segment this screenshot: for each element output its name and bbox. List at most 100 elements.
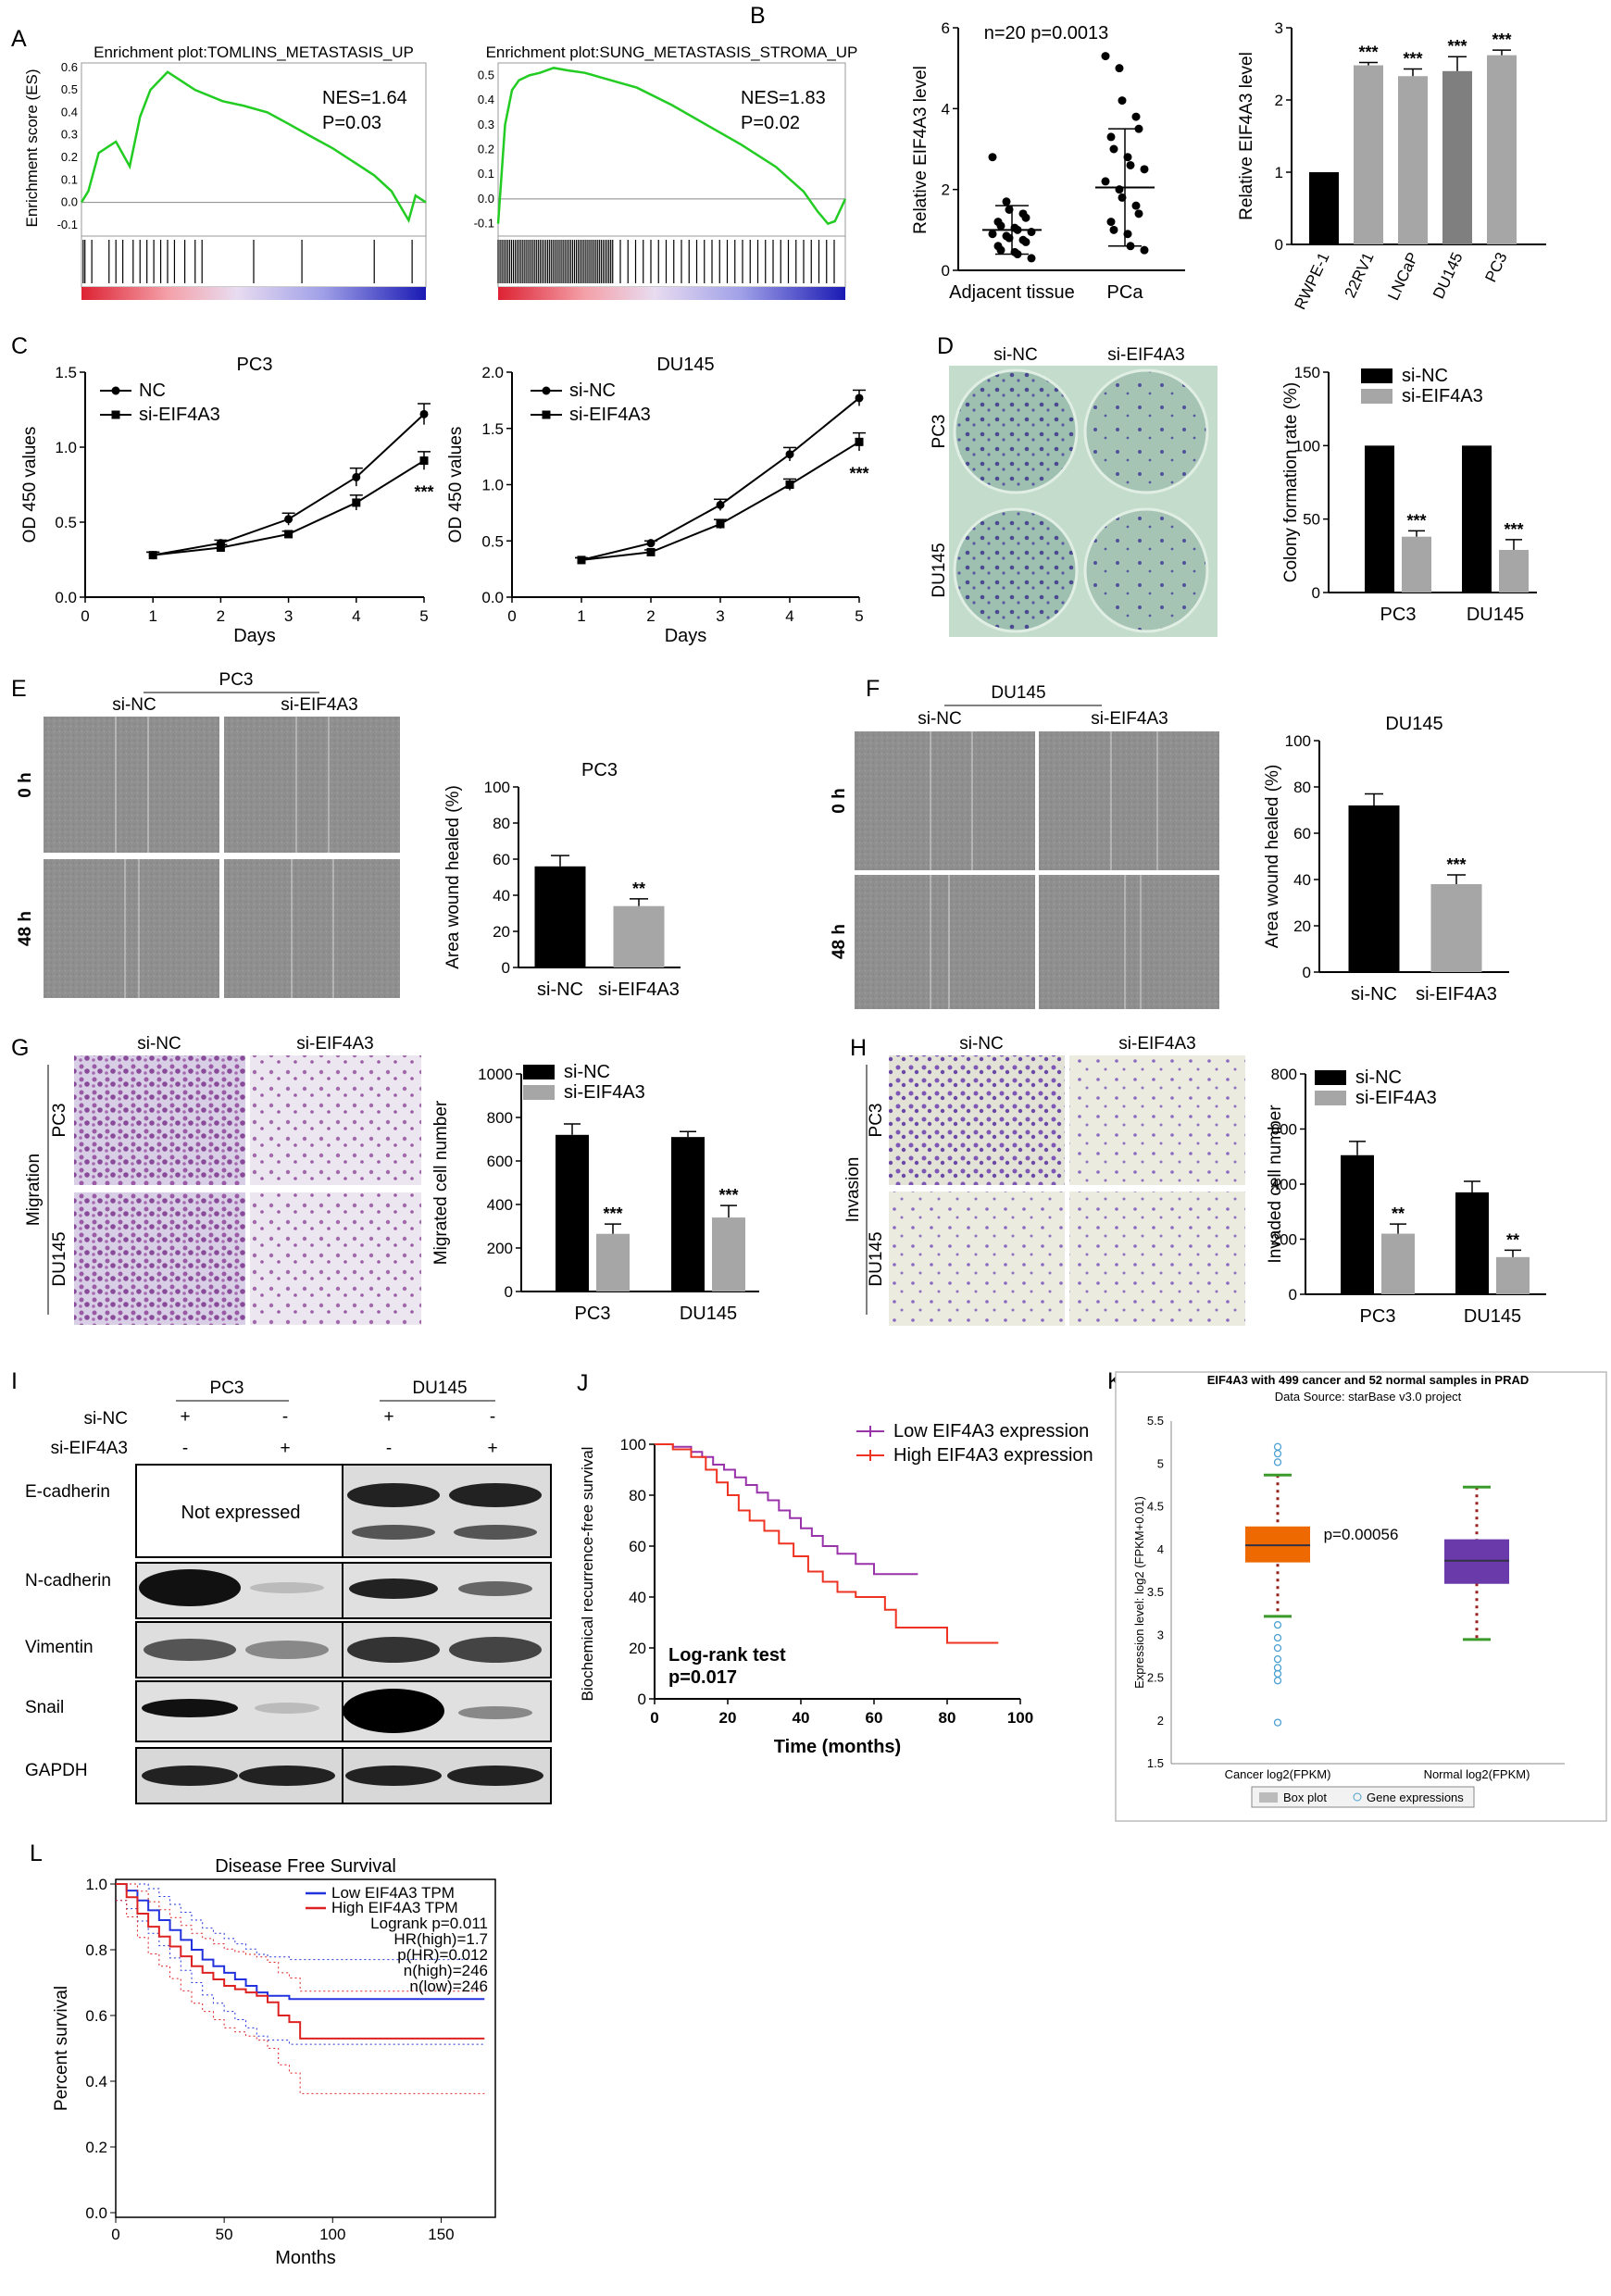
legend-label: si-NC — [1402, 366, 1448, 386]
y-tick-label: 0.5 — [481, 532, 504, 550]
y-tick-label: 400 — [1271, 1176, 1297, 1193]
colony-dish — [953, 368, 1079, 494]
p-annotation: P=0.03 — [322, 113, 381, 133]
y-tick-label: 600 — [487, 1153, 513, 1170]
blot-band-label: GAPDH — [25, 1761, 88, 1780]
y-tick-label: 800 — [1271, 1066, 1297, 1083]
data-point — [1002, 197, 1011, 206]
x-tick-label: 60 — [866, 1709, 883, 1727]
es-curve — [80, 70, 427, 224]
y-axis-title: Expression level: log2 (FPKM+0.01) — [1132, 1496, 1146, 1689]
y-tick-label: 5.5 — [1147, 1414, 1164, 1428]
panel-g-labels: si-NC si-EIF4A3 Migration PC3 DU145 — [24, 1034, 374, 1315]
invasion-image — [889, 1055, 1065, 1185]
y-tick-label: 1000 — [478, 1066, 513, 1083]
x-category-label: Adjacent tissue — [949, 282, 1075, 303]
data-point — [1126, 160, 1135, 169]
annotation: n(high)=246 — [404, 1962, 488, 1979]
significance-mark: *** — [1358, 43, 1378, 61]
y-tick-label: 20 — [493, 923, 510, 941]
blot-sign: - — [490, 1407, 495, 1427]
data-point — [996, 221, 1005, 231]
x-tick-label: 3 — [284, 607, 293, 625]
blot-band-label: Snail — [25, 1698, 64, 1717]
blot-band-label: N-cadherin — [25, 1571, 111, 1591]
grouped-bar-G: 0 200 400 600 800 1000 Migrated cell number si-… — [431, 1062, 759, 1324]
y-tick-label: 20 — [1293, 917, 1311, 935]
x-category-label: Cancer log2(FPKM) — [1225, 1767, 1331, 1781]
data-point — [1106, 132, 1116, 142]
invasion-image — [889, 1192, 1065, 1326]
group-label: PC3 — [219, 670, 254, 690]
bar — [1365, 445, 1394, 593]
y-tick-label: 20 — [629, 1640, 646, 1657]
y-tick-label: 2.0 — [481, 364, 504, 381]
x-tick-label: 2 — [217, 607, 225, 625]
y-tick-label: 400 — [487, 1196, 513, 1214]
es-curve — [496, 67, 847, 226]
y-tick-label: 0.2 — [61, 150, 78, 164]
wound-image — [855, 731, 1035, 870]
bar — [1487, 55, 1517, 244]
legend-label: High EIF4A3 TPM — [331, 1899, 458, 1916]
bar — [613, 905, 665, 967]
chart-title: DU145 — [656, 355, 714, 375]
x-category-label: PC3 — [575, 1304, 611, 1324]
nes-annotation: NES=1.83 — [741, 88, 826, 108]
x-category-label: PC3 — [1380, 605, 1417, 625]
migration-image — [250, 1055, 421, 1185]
outlier-point — [1273, 1718, 1282, 1727]
chart-title: DU145 — [1385, 714, 1442, 734]
y-tick-label: 2 — [1275, 92, 1283, 109]
data-point — [1027, 254, 1036, 263]
y-tick-label: 0.0 — [55, 589, 77, 606]
y-tick-label: 0.2 — [478, 143, 494, 156]
survival-curve — [116, 1883, 485, 2001]
colony-dish — [953, 507, 1079, 633]
legend-label: si-EIF4A3 — [564, 1082, 645, 1103]
blot-band-label: E-cadherin — [25, 1482, 110, 1502]
legend-marker — [542, 386, 551, 395]
legend-label: si-NC — [569, 381, 616, 401]
chart-subtitle: Data Source: starBase v3.0 project — [1275, 1390, 1462, 1404]
row-label: PC3 — [50, 1104, 69, 1138]
panel-d-labels: si-NC si-EIF4A3 PC3 DU145 — [930, 345, 1185, 598]
side-label: Invasion — [843, 1157, 863, 1223]
y-tick-label: 100 — [484, 779, 510, 796]
p-annotation: P=0.02 — [741, 113, 800, 133]
row-label: PC3 — [930, 415, 949, 449]
bar — [1341, 1154, 1374, 1294]
bar — [1455, 1192, 1489, 1294]
col-label: si-NC — [959, 1034, 1004, 1054]
blot-sign: + — [383, 1407, 393, 1427]
row-label: PC3 — [867, 1104, 886, 1138]
wound-image — [44, 859, 219, 998]
bar — [1499, 549, 1529, 593]
bar — [1354, 65, 1383, 244]
data-point — [1101, 52, 1110, 61]
y-tick-label: 1.0 — [55, 439, 77, 456]
x-tick-label: 3 — [716, 607, 724, 625]
significance-mark: *** — [1492, 31, 1511, 49]
y-tick-label: 0.3 — [61, 128, 78, 142]
y-tick-label: 60 — [1293, 825, 1311, 842]
y-tick-label: 4 — [942, 100, 950, 118]
y-tick-label: 0.6 — [85, 2007, 107, 2025]
y-tick-label: 1 — [1275, 164, 1283, 181]
legend-label: NC — [139, 381, 166, 401]
outlier-point — [1273, 1621, 1282, 1629]
y-tick-label: 1.5 — [1147, 1756, 1164, 1770]
significance-mark: ** — [1392, 1204, 1405, 1223]
charts: Enrichment plot:TOMLINS_METASTASIS_UP 0.6… — [20, 19, 1607, 2268]
x-category-label: LNCaP — [1384, 250, 1421, 304]
colony-dish — [1083, 507, 1209, 633]
bar — [1402, 536, 1431, 593]
data-point — [1109, 225, 1118, 234]
x-category-label: si-NC — [537, 980, 583, 1000]
x-category-label: DU145 — [1430, 250, 1467, 302]
y-tick-label: 0.0 — [481, 589, 504, 606]
col-label: si-NC — [112, 695, 156, 715]
y-axis-title: Enrichment score (ES) — [23, 69, 41, 228]
blot-box — [135, 1464, 345, 1558]
y-tick-label: 100 — [620, 1436, 646, 1454]
